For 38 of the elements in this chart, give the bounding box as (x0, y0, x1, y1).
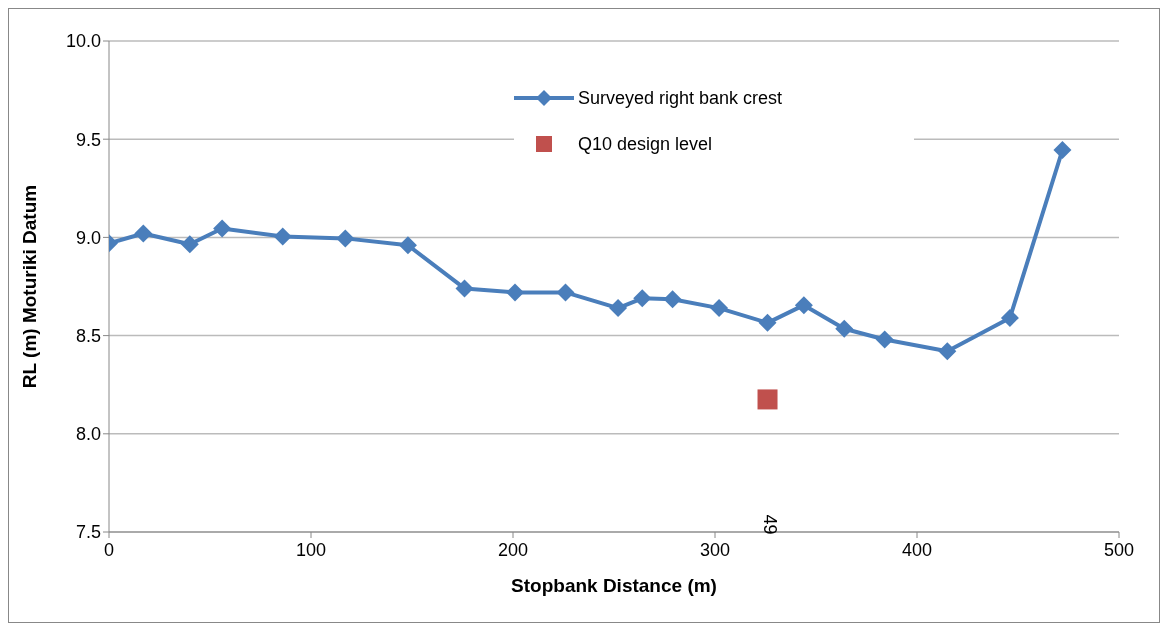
x-tick-label: 200 (497, 540, 529, 560)
y-tick-label: 8.5 (75, 325, 101, 346)
y-tick-label: 9.0 (75, 227, 101, 248)
legend-label: Q10 design level (578, 133, 713, 155)
y-tick-label: 8.0 (75, 424, 101, 445)
y-tick-label: 9.5 (75, 129, 101, 150)
point (180, 235, 199, 254)
point (663, 290, 682, 309)
x-tick-label: 300 (699, 540, 731, 560)
annotation: 49 (758, 514, 780, 535)
point (213, 219, 232, 238)
y-tick-label: 7.5 (75, 522, 101, 543)
point (757, 389, 778, 410)
point (556, 283, 575, 302)
point (710, 299, 729, 318)
x-axis-title: Stopbank Distance (m) (511, 575, 717, 596)
point (398, 236, 417, 255)
point (633, 289, 652, 308)
x-tick-label: 500 (1103, 540, 1135, 560)
y-tick-label: 10.0 (65, 31, 101, 52)
point (835, 319, 854, 338)
point (273, 227, 292, 246)
x-tick-label: 400 (901, 540, 933, 560)
point (938, 342, 957, 361)
point (506, 283, 525, 302)
point (609, 299, 628, 318)
x-tick-label: 100 (295, 540, 327, 560)
point (875, 330, 894, 349)
x-tick-label: 0 (103, 540, 115, 560)
point (455, 279, 474, 298)
point (336, 229, 355, 248)
point (1000, 308, 1019, 327)
point (1053, 141, 1072, 159)
point (134, 224, 153, 243)
legend-label: Surveyed right bank crest (578, 87, 783, 109)
point (758, 313, 777, 332)
point (794, 296, 813, 315)
y-axis-title: RL (m) Moturiki Datum (18, 184, 40, 389)
